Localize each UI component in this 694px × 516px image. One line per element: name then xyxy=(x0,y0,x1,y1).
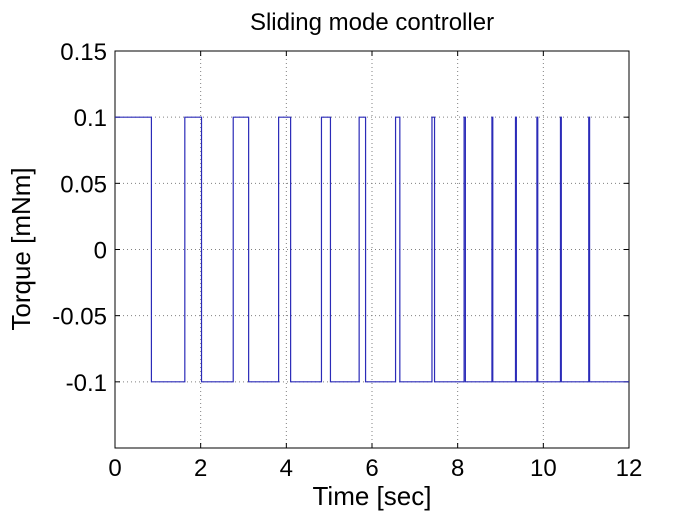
x-tick-label: 2 xyxy=(194,455,207,482)
chart-title: Sliding mode controller xyxy=(250,9,494,36)
y-tick-label: 0.1 xyxy=(74,105,107,132)
y-tick-label: 0 xyxy=(94,238,107,265)
y-tick-label: -0.1 xyxy=(66,370,107,397)
y-axis-label: Torque [mNm] xyxy=(6,167,36,330)
y-tick-label: 0.05 xyxy=(60,171,107,198)
x-axis-label: Time [sec] xyxy=(313,481,432,511)
ticks: 0 2 4 6 8 10 12 0.15 0.1 0.05 0 -0.05 -0.1 xyxy=(52,39,642,482)
x-tick-label: 0 xyxy=(108,455,121,482)
x-tick-label: 6 xyxy=(365,455,378,482)
y-tick-label: 0.15 xyxy=(60,39,107,66)
series-line xyxy=(115,116,629,383)
x-tick-label: 12 xyxy=(616,455,643,482)
x-tick-label: 10 xyxy=(530,455,557,482)
y-tick-label: -0.05 xyxy=(52,304,107,331)
series xyxy=(115,116,629,383)
x-tick-label: 8 xyxy=(451,455,464,482)
x-tick-label: 4 xyxy=(280,455,293,482)
